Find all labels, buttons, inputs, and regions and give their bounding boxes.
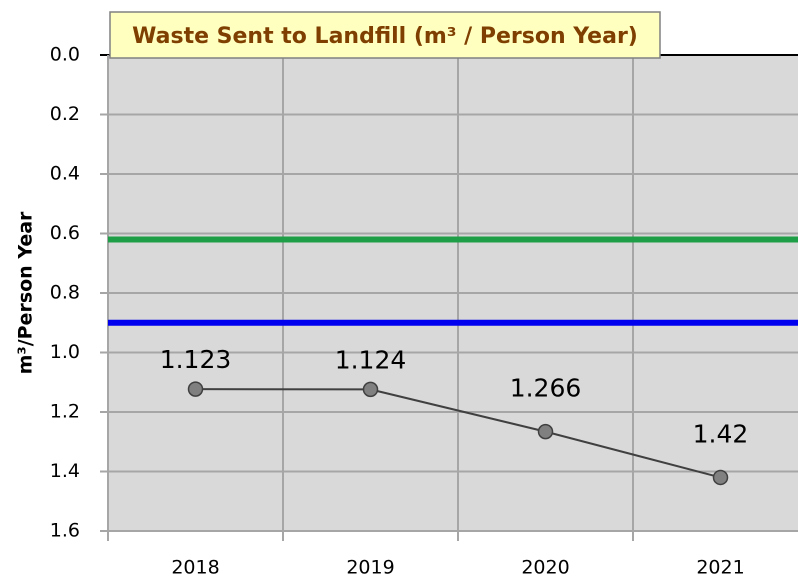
data-point — [362, 381, 379, 398]
y-tick-label: 1.6 — [50, 520, 80, 542]
x-tick-label: 2019 — [346, 557, 394, 579]
y-tick-label: 0.6 — [50, 222, 80, 244]
x-tick-label: 2020 — [521, 557, 569, 579]
y-tick-label: 0.0 — [50, 44, 80, 66]
y-tick-label: 1.4 — [50, 460, 80, 482]
data-point — [712, 469, 729, 486]
y-axis-label: m³/Person Year — [15, 211, 37, 374]
chart-title: Waste Sent to Landfill (m³ / Person Year… — [132, 24, 638, 49]
y-tick-label: 1.2 — [50, 401, 80, 423]
data-point — [537, 423, 554, 440]
y-tick-label: 0.2 — [50, 103, 80, 125]
y-tick-label: 1.0 — [50, 341, 80, 363]
x-tick-label: 2021 — [696, 557, 744, 579]
data-label: 1.266 — [510, 374, 582, 403]
data-label: 1.42 — [693, 419, 749, 448]
x-tick-label: 2018 — [171, 557, 219, 579]
title-box — [109, 11, 661, 59]
data-label: 1.123 — [160, 345, 232, 374]
y-tick-label: 0.8 — [50, 282, 80, 304]
data-point — [187, 381, 204, 397]
data-label: 1.124 — [335, 345, 407, 374]
series-line — [195, 388, 721, 479]
y-tick-label: 0.4 — [50, 163, 80, 185]
